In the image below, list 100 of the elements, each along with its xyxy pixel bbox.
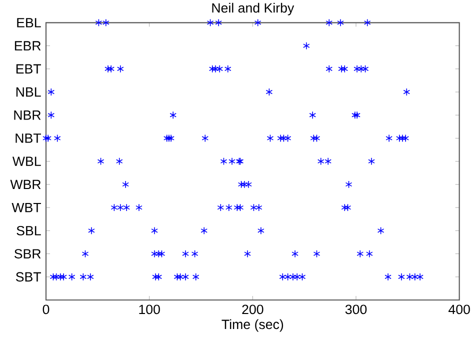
point	[396, 134, 403, 142]
point	[182, 250, 189, 258]
point	[68, 273, 76, 281]
point	[416, 273, 424, 281]
point	[234, 204, 241, 212]
point	[108, 65, 115, 73]
point	[241, 180, 248, 188]
point	[52, 273, 60, 281]
point	[155, 250, 162, 258]
point	[345, 180, 352, 188]
point	[110, 204, 118, 212]
x-tick-label: 400	[448, 304, 470, 314]
point	[182, 273, 189, 281]
point	[82, 250, 89, 258]
point	[258, 226, 264, 235]
point	[192, 273, 200, 281]
x-axis-title: Time (sec)	[222, 319, 284, 332]
point	[403, 88, 410, 96]
point	[399, 134, 406, 142]
point	[356, 250, 364, 258]
point	[60, 273, 67, 281]
point	[57, 273, 64, 281]
point	[313, 250, 320, 258]
point	[284, 273, 292, 281]
point	[352, 111, 358, 119]
point	[48, 111, 55, 119]
point	[284, 134, 292, 142]
y-tick-label: NBR	[14, 110, 41, 120]
point	[338, 65, 345, 73]
point	[228, 157, 236, 166]
point	[208, 65, 216, 73]
point	[303, 42, 310, 50]
point	[266, 134, 274, 142]
y-tick-label: EBL	[17, 18, 41, 28]
point	[95, 18, 102, 27]
point	[87, 273, 94, 281]
point	[279, 273, 286, 281]
point	[277, 134, 284, 142]
point	[80, 273, 87, 281]
point	[104, 65, 112, 73]
point	[97, 157, 104, 166]
point	[202, 134, 209, 142]
point	[200, 226, 208, 235]
point	[225, 204, 232, 212]
point	[164, 134, 170, 142]
point	[224, 65, 232, 73]
point	[310, 134, 318, 142]
point	[166, 134, 172, 142]
point	[341, 204, 348, 212]
point	[158, 250, 166, 258]
point	[220, 157, 228, 166]
point	[54, 134, 61, 142]
point	[116, 157, 123, 166]
point	[344, 204, 352, 212]
point	[117, 204, 124, 212]
point	[122, 180, 129, 188]
point	[402, 134, 410, 142]
point	[206, 18, 214, 27]
point	[155, 273, 162, 281]
point	[117, 65, 124, 73]
x-tick-label: 0	[42, 304, 50, 314]
point	[42, 134, 50, 142]
point	[412, 273, 418, 281]
point	[326, 18, 333, 27]
point	[266, 88, 273, 96]
point	[368, 157, 375, 166]
point	[366, 250, 373, 258]
point	[212, 65, 219, 73]
x-tick-label: 300	[345, 304, 367, 314]
point	[292, 250, 298, 258]
point	[151, 250, 158, 258]
y-tick-label: EBR	[14, 41, 41, 50]
point	[152, 273, 159, 281]
y-tick-label: SBL	[16, 226, 41, 236]
y-tick-label: SBR	[14, 249, 41, 258]
point	[168, 134, 174, 142]
point	[377, 226, 384, 235]
point	[255, 204, 262, 212]
point	[337, 18, 344, 27]
point	[102, 18, 110, 27]
point	[406, 273, 414, 281]
y-tick-label: WBL	[12, 156, 41, 166]
x-tick-label: 200	[242, 304, 264, 314]
point	[88, 226, 95, 235]
y-tick-label: WBT	[12, 202, 41, 212]
point	[386, 134, 392, 142]
point	[170, 111, 176, 119]
point	[215, 18, 222, 27]
point	[362, 65, 369, 73]
y-tick-label: NBL	[16, 87, 41, 97]
point	[217, 204, 224, 212]
point	[294, 273, 301, 281]
y-tick-label: SBT	[16, 272, 41, 282]
point	[298, 273, 306, 281]
point	[236, 204, 244, 212]
point	[398, 273, 405, 281]
point	[136, 204, 142, 212]
point	[216, 65, 224, 73]
point	[313, 134, 320, 142]
point	[244, 250, 251, 258]
